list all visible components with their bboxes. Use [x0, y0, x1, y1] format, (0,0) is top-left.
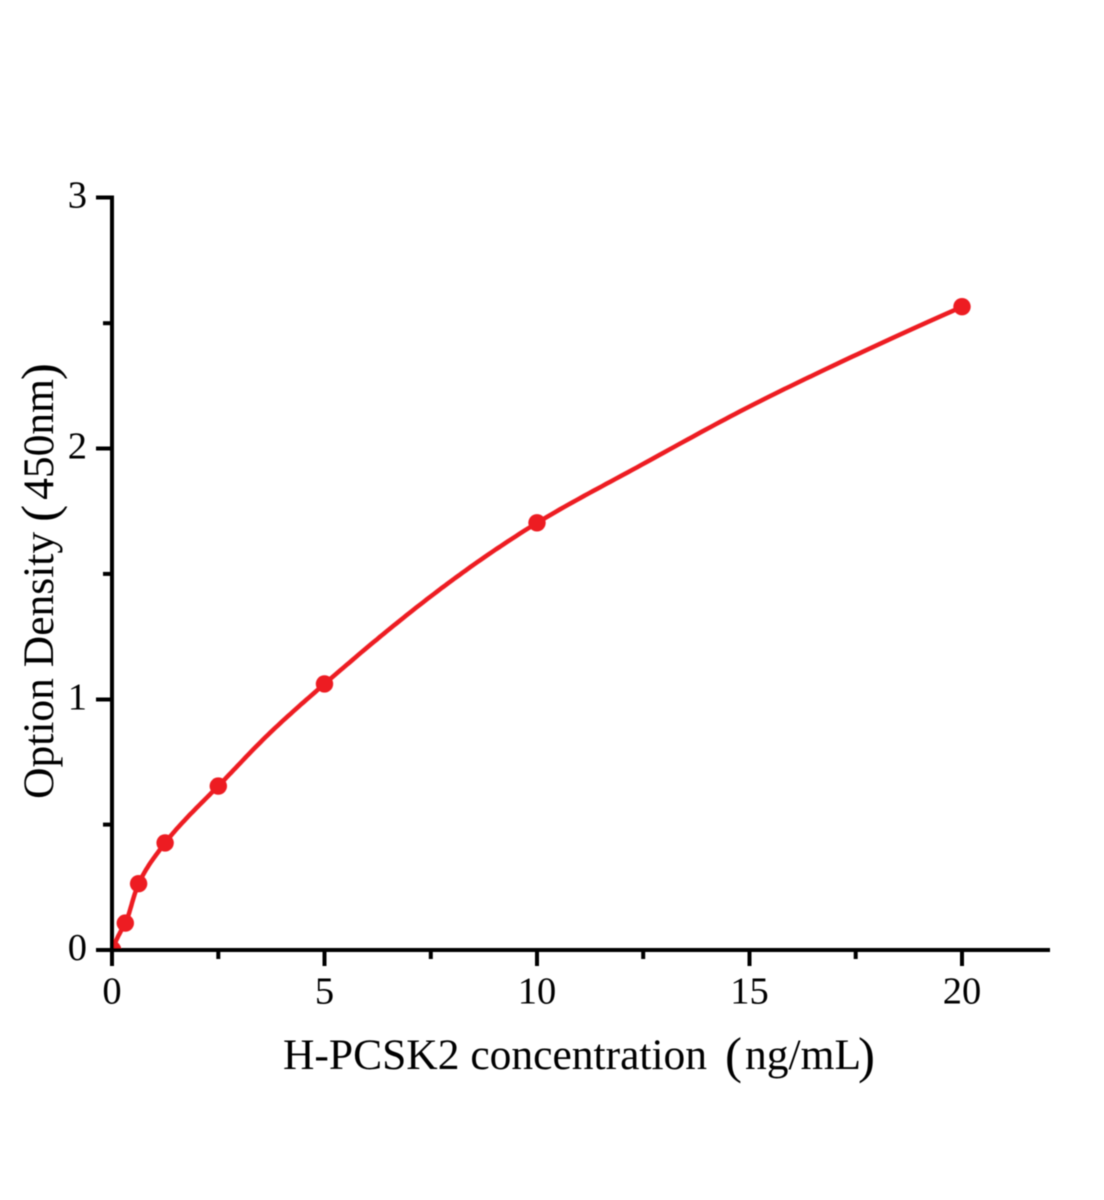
- svg-text:0: 0: [68, 927, 87, 969]
- svg-text:H-PCSK2 concentration(ng/mL): H-PCSK2 concentration (ng/mL): [283, 1029, 875, 1085]
- svg-text:20: 20: [943, 971, 982, 1013]
- svg-text:1: 1: [68, 677, 87, 719]
- svg-text:5: 5: [315, 971, 334, 1013]
- svg-text:Option Density(450nm): Option Density(450nm): [13, 363, 69, 799]
- svg-text:2: 2: [68, 426, 87, 468]
- svg-text:10: 10: [518, 971, 557, 1013]
- svg-text:15: 15: [730, 971, 769, 1013]
- svg-text:0: 0: [102, 971, 121, 1013]
- svg-text:3: 3: [68, 175, 87, 217]
